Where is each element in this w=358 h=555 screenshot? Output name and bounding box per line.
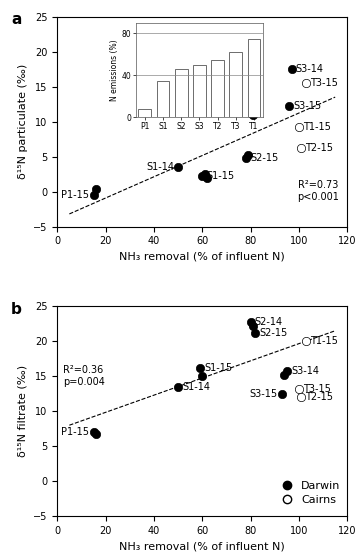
Text: S3-14: S3-14 <box>296 64 324 74</box>
Text: P1-15: P1-15 <box>61 190 90 200</box>
Point <box>93 429 99 438</box>
Text: b: b <box>11 302 22 317</box>
Point <box>284 366 290 375</box>
Text: T1-15: T1-15 <box>303 122 331 132</box>
Point <box>175 382 181 391</box>
Point <box>289 65 295 74</box>
Text: S3-15: S3-15 <box>294 101 321 111</box>
Point <box>204 173 210 182</box>
Text: T1-15: T1-15 <box>310 336 338 346</box>
Point <box>202 170 208 179</box>
Point <box>253 329 258 337</box>
Point <box>197 364 203 372</box>
Point <box>296 385 302 393</box>
Text: S1-14: S1-14 <box>146 162 174 172</box>
Point <box>245 151 251 160</box>
Point <box>199 171 205 180</box>
Legend: Darwin, Cairns: Darwin, Cairns <box>275 480 342 506</box>
Point <box>243 154 248 163</box>
Point <box>250 110 256 119</box>
Point <box>279 389 285 398</box>
Text: R²=0.73
p<0.001: R²=0.73 p<0.001 <box>297 180 339 202</box>
Point <box>282 370 287 379</box>
Text: T2-15: T2-15 <box>305 392 334 402</box>
Point <box>199 372 205 381</box>
Point <box>299 393 304 402</box>
Point <box>250 321 256 330</box>
Point <box>286 102 292 110</box>
Text: S2-15: S2-15 <box>260 328 288 338</box>
Point <box>91 428 96 437</box>
Y-axis label: δ¹⁵N particulate (‰): δ¹⁵N particulate (‰) <box>18 64 28 179</box>
Y-axis label: δ¹⁵N filtrate (‰): δ¹⁵N filtrate (‰) <box>18 365 28 457</box>
X-axis label: NH₃ removal (% of influent N): NH₃ removal (% of influent N) <box>120 542 285 552</box>
Text: S3-15: S3-15 <box>250 388 278 398</box>
Text: P1-15: P1-15 <box>61 427 90 437</box>
Point <box>248 317 253 326</box>
Text: T3-15: T3-15 <box>303 384 331 394</box>
Point <box>299 144 304 153</box>
Point <box>303 337 309 346</box>
Text: T3-15: T3-15 <box>310 78 338 88</box>
Point <box>248 109 253 118</box>
Text: R²=0.36
p=0.004: R²=0.36 p=0.004 <box>63 365 105 387</box>
Text: S2-14: S2-14 <box>255 317 283 327</box>
Text: S1-14: S1-14 <box>182 382 210 392</box>
Point <box>91 190 96 199</box>
Text: S1-15: S1-15 <box>204 363 232 373</box>
Point <box>175 163 181 171</box>
Text: T2-15: T2-15 <box>305 143 334 153</box>
Point <box>303 79 309 88</box>
Text: S2-14: S2-14 <box>218 108 246 118</box>
Point <box>93 185 99 194</box>
Text: S1-15: S1-15 <box>207 171 234 181</box>
Text: S3-14: S3-14 <box>291 366 319 376</box>
Text: S2-15: S2-15 <box>250 153 278 163</box>
Point <box>296 123 302 132</box>
Text: a: a <box>11 12 21 27</box>
X-axis label: NH₃ removal (% of influent N): NH₃ removal (% of influent N) <box>120 252 285 262</box>
